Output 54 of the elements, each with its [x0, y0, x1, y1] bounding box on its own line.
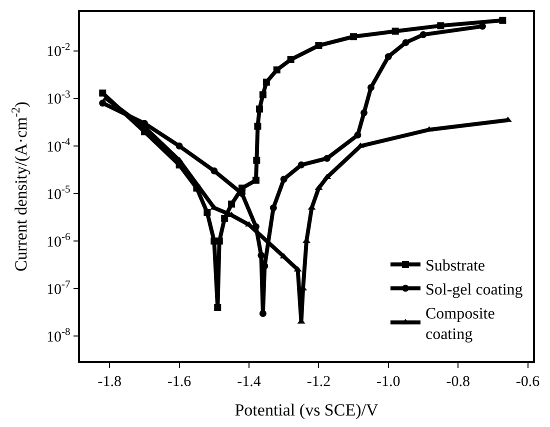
point: [392, 28, 399, 35]
y-tick-label: 10$^{-5}$: [46, 184, 70, 203]
x-axis-title: Potential (vs SCE)/V: [234, 400, 379, 420]
point: [420, 31, 427, 38]
y-tick-label: 10$^{-6}$: [46, 232, 70, 250]
point: [287, 56, 294, 64]
x-tick-label: -1.0: [376, 374, 400, 390]
point: [253, 156, 260, 164]
point: [216, 238, 223, 245]
point: [323, 174, 332, 180]
point: [273, 66, 280, 74]
point: [99, 90, 106, 97]
point: [228, 200, 236, 208]
y-tick-label: 10$^{-7}$: [46, 280, 70, 298]
x-tick-label: -0.6: [516, 374, 540, 390]
point: [280, 176, 288, 183]
point: [254, 122, 262, 130]
legend-label: Substrate: [425, 258, 486, 275]
legend-label: Sol-gel coating: [425, 281, 523, 298]
point: [252, 176, 260, 184]
point: [499, 16, 506, 24]
y-tick-label: 10$^{-3}$: [46, 89, 70, 108]
point: [315, 42, 322, 50]
point: [258, 252, 265, 259]
point: [298, 161, 305, 168]
point: [221, 214, 228, 222]
legend-label: Composite coating: [425, 305, 495, 344]
y-tick-label: 10$^{-2}$: [46, 42, 70, 60]
point: [384, 53, 392, 60]
x-tick-label: -1.4: [237, 374, 262, 390]
x-tick-label: -1.6: [167, 374, 192, 390]
point: [360, 109, 368, 116]
point: [259, 310, 266, 317]
y-tick-label: 10$^{-4}$: [46, 136, 71, 156]
point: [367, 84, 374, 92]
point: [354, 132, 362, 139]
x-tick-label: -1.2: [306, 374, 331, 390]
point: [214, 304, 222, 312]
y-tick-label: 10$^{-8}$: [46, 327, 70, 346]
point: [176, 142, 183, 150]
point: [210, 167, 218, 174]
point: [402, 39, 410, 46]
point: [270, 204, 277, 212]
point: [204, 208, 211, 216]
point: [324, 154, 331, 162]
point: [262, 78, 270, 86]
point: [437, 22, 444, 30]
point: [259, 91, 266, 98]
point: [350, 33, 358, 40]
point: [478, 22, 486, 30]
x-tick-label: -0.8: [446, 374, 470, 390]
x-tick-label: -1.8: [98, 374, 122, 390]
point: [99, 100, 106, 107]
point: [256, 106, 263, 113]
